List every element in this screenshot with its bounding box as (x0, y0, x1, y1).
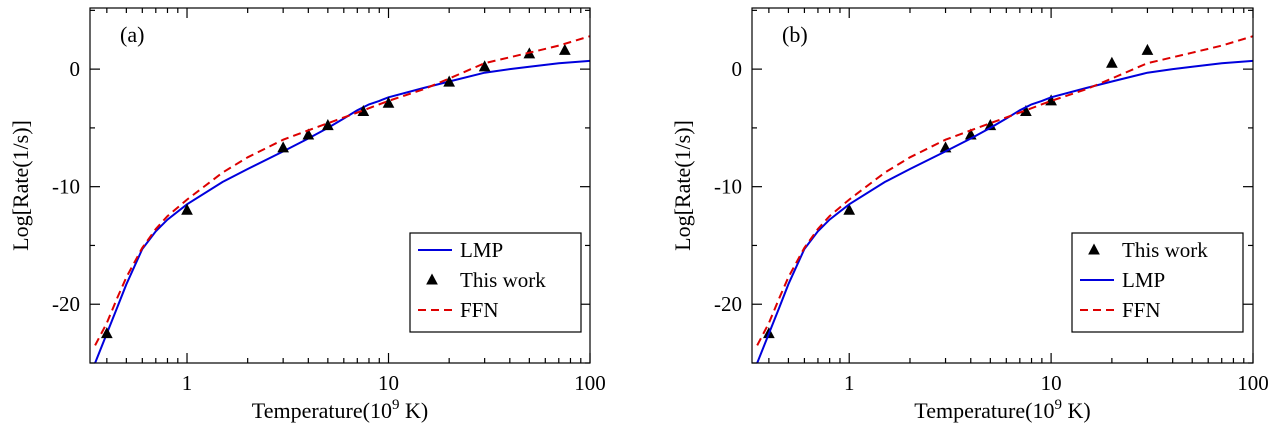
data-point-this-work (1106, 56, 1118, 68)
x-tick-label: 10 (378, 371, 399, 395)
data-point-this-work (843, 203, 856, 215)
data-point-this-work (357, 104, 370, 116)
data-point-this-work (443, 75, 456, 87)
y-tick-label: -10 (52, 175, 80, 199)
x-axis-label-main: Temperature(10 (914, 398, 1054, 423)
x-tick-label: 1 (844, 371, 855, 395)
x-axis-label: Temperature(109 K) (914, 397, 1090, 423)
panel-label: (a) (120, 22, 144, 47)
x-ticks (106, 8, 591, 363)
x-axis-label-tail: K) (399, 398, 428, 423)
legend: This work LMP FFN (1071, 232, 1244, 333)
x-tick-label: 100 (1237, 371, 1269, 395)
legend-label-lmp: LMP (1122, 268, 1165, 292)
legend-marker-this-work (1088, 243, 1100, 255)
series-line-ffn (756, 35, 1253, 346)
panel-label: (b) (782, 22, 808, 47)
y-tick-label: 0 (732, 57, 743, 81)
series-line-ffn (94, 35, 590, 346)
data-point-this-work (478, 60, 491, 72)
chart-panel-b: 1 10 100 0 -10 -20 Temperature(109 K) Log[Rate(… (670, 7, 1269, 423)
data-point-this-work (322, 119, 334, 131)
legend: LMP This work FFN (409, 232, 582, 333)
plot-frame (89, 7, 591, 364)
x-axis-label-superscript: 9 (392, 397, 400, 413)
data-point-this-work (277, 141, 290, 153)
x-tick-label: 10 (1041, 371, 1062, 395)
y-tick-label: 0 (70, 57, 81, 81)
chart-panel-a: 1 10 100 0 -10 -20 Temperature(109 K) Log[Rate(… (8, 7, 606, 423)
legend-marker-this-work (426, 273, 438, 285)
y-ticks (90, 9, 590, 364)
y-tick-label: -10 (714, 175, 742, 199)
x-ticks (768, 8, 1254, 363)
data-point-this-work (302, 128, 315, 140)
y-tick-label: -20 (52, 292, 80, 316)
legend-box (1071, 232, 1244, 333)
data-point-this-work (382, 96, 395, 108)
x-axis-label-main: Temperature(10 (252, 398, 392, 423)
data-point-this-work (558, 43, 571, 55)
data-point-this-work (100, 327, 113, 339)
y-axis-label: Log[Rate(1/s)] (670, 120, 695, 251)
legend-label-ffn: FFN (460, 298, 499, 322)
x-tick-label: 100 (574, 371, 606, 395)
y-ticks (752, 9, 1253, 364)
x-tick-label: 1 (182, 371, 193, 395)
legend-label-this-work: This work (1122, 238, 1208, 262)
series-group (756, 35, 1253, 363)
plot-frame (751, 7, 1254, 364)
x-axis-label-superscript: 9 (1054, 397, 1062, 413)
y-tick-label: -20 (714, 292, 742, 316)
legend-label-ffn: FFN (1122, 298, 1161, 322)
data-point-this-work (181, 203, 193, 215)
data-point-this-work (1020, 104, 1032, 116)
x-axis-label-tail: K) (1062, 398, 1091, 423)
y-axis-label: Log[Rate(1/s)] (8, 120, 33, 251)
series-group (94, 35, 590, 363)
x-axis-label: Temperature(109 K) (252, 397, 428, 423)
legend-label-this-work: This work (460, 268, 546, 292)
data-point-this-work (1141, 43, 1154, 55)
data-point-this-work (984, 119, 997, 131)
legend-label-lmp: LMP (460, 238, 503, 262)
